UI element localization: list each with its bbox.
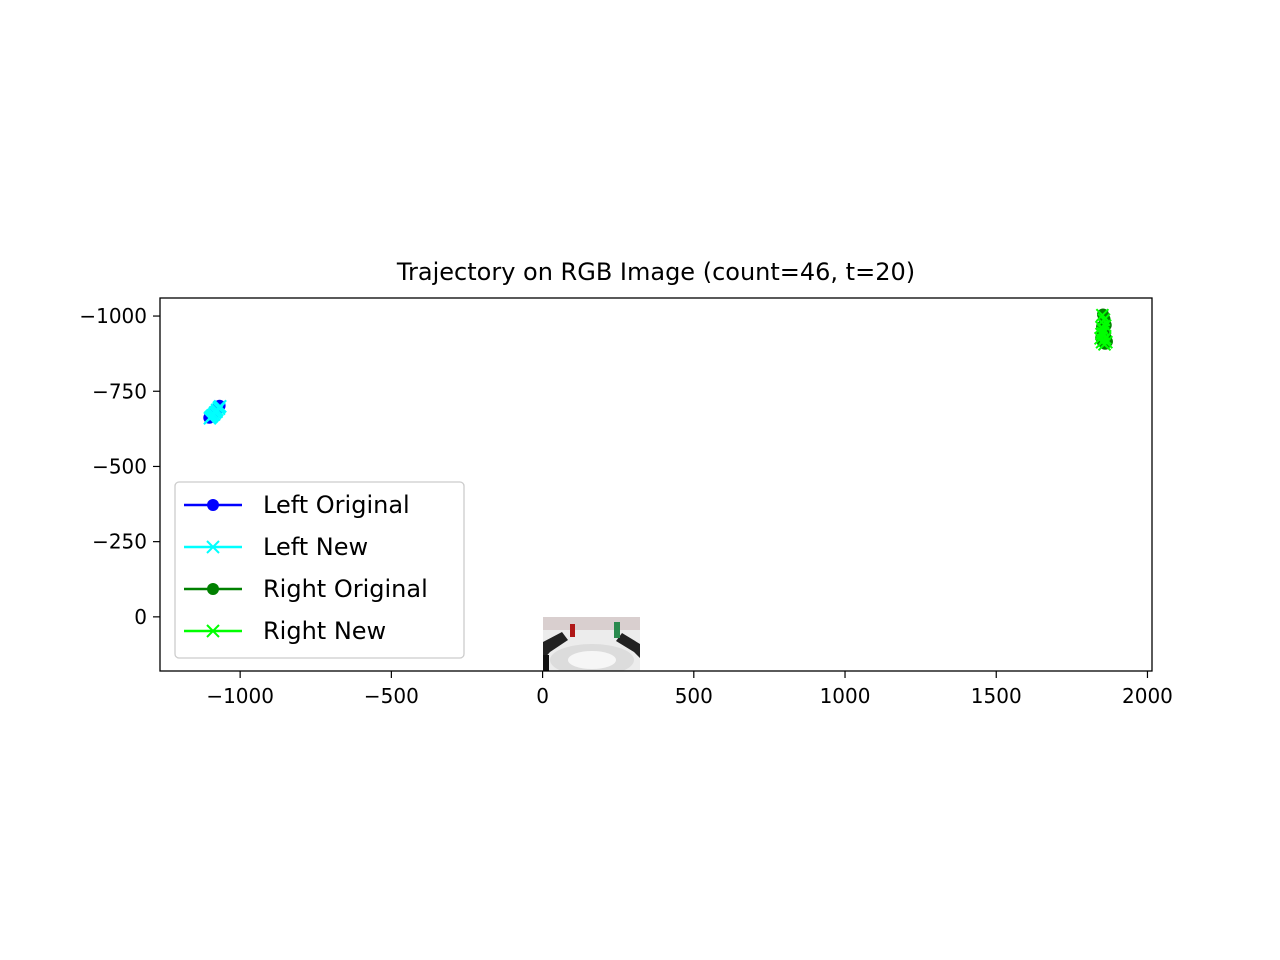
x-axis: −1000 −500 0 500 1000 1500 2000 <box>206 671 1173 708</box>
series-left-new <box>203 399 227 426</box>
x-tick-label: −1000 <box>206 684 274 708</box>
legend-marker <box>206 624 220 638</box>
legend-marker <box>207 583 219 595</box>
chart-title: Trajectory on RGB Image (count=46, t=20) <box>396 258 915 286</box>
legend-entry: Right Original <box>184 575 428 603</box>
plot-frame <box>159 297 1153 672</box>
legend-label: Right Original <box>263 575 428 603</box>
y-tick-label: −750 <box>92 379 147 403</box>
data-point <box>204 410 218 424</box>
x-tick-label: 500 <box>675 684 713 708</box>
legend-entry: Right New <box>184 617 386 645</box>
series-right-new <box>1093 308 1114 352</box>
data-point <box>1099 335 1114 349</box>
legend: Left Original Left New Right Original Right… <box>174 481 465 659</box>
y-tick-label: −500 <box>92 454 147 478</box>
legend-label: Left New <box>263 533 368 561</box>
y-tick-label: 0 <box>134 605 147 629</box>
legend-marker <box>207 499 219 511</box>
legend-label: Right New <box>263 617 386 645</box>
x-tick-label: −500 <box>364 684 419 708</box>
legend-entry: Left Original <box>184 491 410 519</box>
background-rgb-image <box>543 617 640 671</box>
data-point <box>1098 318 1112 333</box>
series-layer <box>203 308 1114 426</box>
y-tick-label: −250 <box>92 530 147 554</box>
legend-box <box>174 481 465 659</box>
x-tick-label: 1500 <box>971 684 1022 708</box>
x-tick-label: 2000 <box>1122 684 1173 708</box>
data-point <box>1094 320 1109 334</box>
data-point <box>1095 308 1110 322</box>
legend-entry: Left New <box>184 533 368 561</box>
legend-label: Left Original <box>263 491 410 519</box>
legend-marker <box>206 540 220 554</box>
y-tick-label: −1000 <box>79 304 147 328</box>
y-axis: −1000 −750 −500 −250 0 <box>79 304 160 629</box>
x-tick-label: 1000 <box>820 684 871 708</box>
x-tick-label: 0 <box>536 684 549 708</box>
